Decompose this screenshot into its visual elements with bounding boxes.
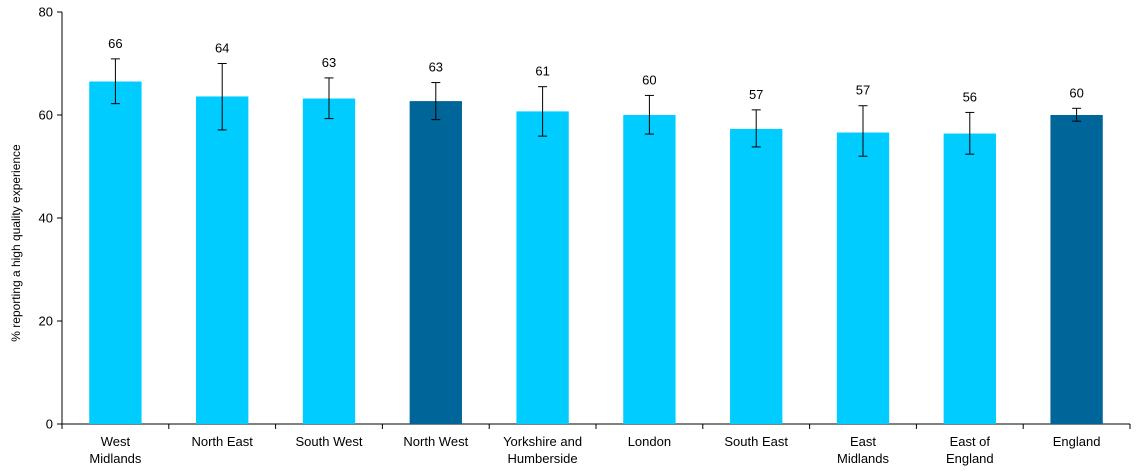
- bar: [1050, 115, 1103, 424]
- x-tick-label: South East: [724, 434, 788, 449]
- y-tick-label: 80: [39, 5, 53, 20]
- y-axis-title: % reporting a high quality experience: [9, 144, 23, 342]
- x-tick-label: East Midlands: [837, 434, 890, 466]
- y-tick-label: 40: [39, 211, 53, 226]
- y-tick-label: 20: [39, 314, 53, 329]
- x-tick-label: Yorkshire and Humberside: [503, 434, 582, 466]
- bar: [409, 101, 462, 424]
- error-bar: [751, 109, 761, 148]
- data-label: 66: [108, 36, 122, 51]
- x-tick-label: East of England: [946, 434, 994, 466]
- x-tick-label: London: [628, 434, 671, 449]
- data-label: 61: [535, 64, 549, 79]
- bar: [196, 96, 249, 425]
- y-tick-label: 0: [46, 417, 53, 432]
- bar: [516, 111, 569, 425]
- bar: [730, 128, 783, 424]
- error-bar: [110, 58, 120, 105]
- data-label: 56: [963, 89, 977, 104]
- data-label: 57: [749, 87, 763, 102]
- bar: [302, 98, 356, 425]
- error-bar: [644, 94, 654, 135]
- bar: [943, 133, 996, 425]
- x-tick-label: North West: [403, 434, 468, 449]
- error-bar: [217, 63, 227, 131]
- data-label: 60: [1069, 85, 1083, 100]
- error-bar: [431, 82, 441, 121]
- data-label: 57: [856, 83, 870, 98]
- x-tick-label: North East: [191, 434, 253, 449]
- y-tick-label: 60: [39, 108, 53, 123]
- data-label: 63: [322, 55, 336, 70]
- error-bar: [1072, 107, 1082, 122]
- data-label: 63: [429, 60, 443, 75]
- x-tick-label: West Midlands: [89, 434, 142, 466]
- x-tick-label: South West: [296, 434, 363, 449]
- error-bar: [324, 77, 334, 120]
- data-label: 60: [642, 72, 656, 87]
- error-bar: [858, 105, 868, 157]
- bar: [836, 132, 890, 424]
- data-label: 64: [215, 41, 229, 56]
- bar: [89, 81, 142, 425]
- bar: [623, 115, 676, 424]
- x-tick-label: England: [1053, 434, 1101, 449]
- error-bar: [538, 86, 548, 137]
- error-bar: [965, 111, 975, 155]
